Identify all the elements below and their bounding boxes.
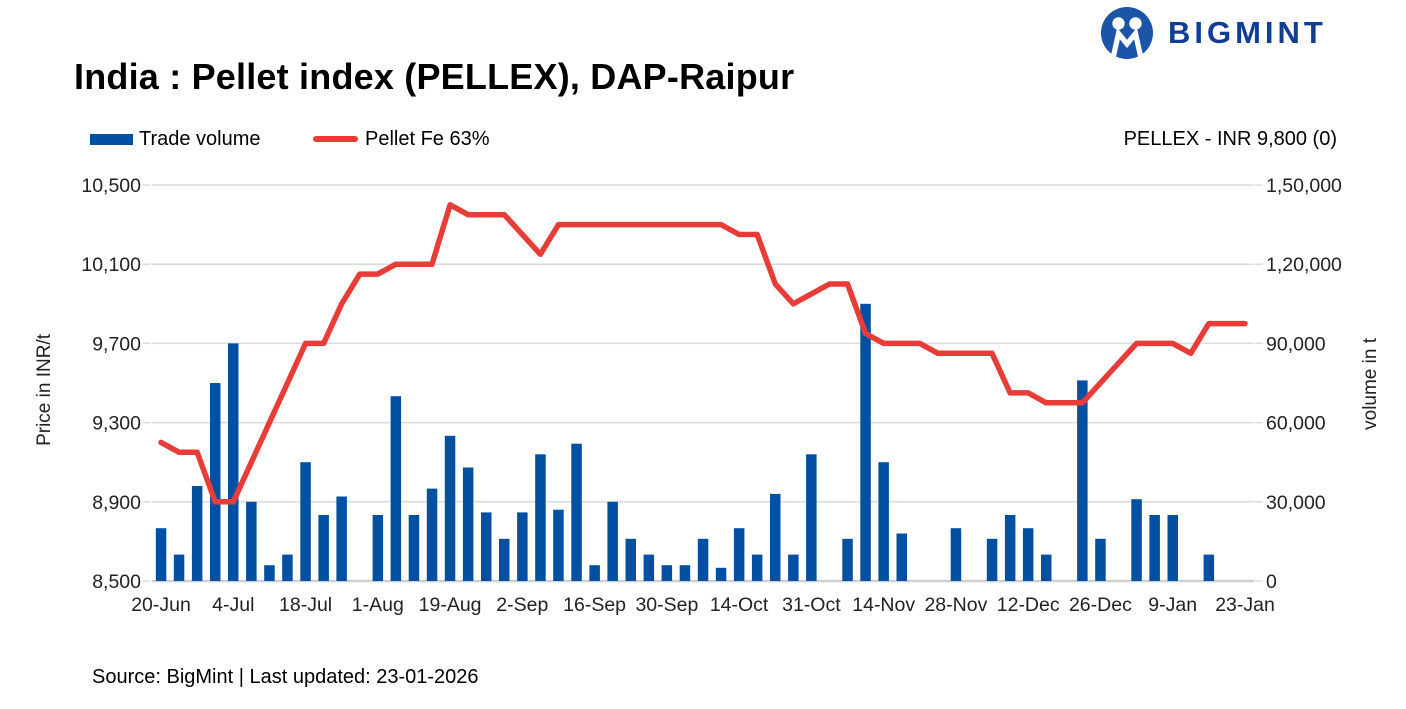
y-axis-label-left: 9,700 (92, 333, 141, 355)
volume-bar (1203, 554, 1215, 581)
y-axis-label-right: 30,000 (1266, 492, 1326, 514)
volume-bar (499, 538, 510, 581)
x-axis-label: 28-Nov (924, 594, 987, 616)
x-axis-label: 18-Jul (279, 594, 332, 616)
x-axis-label: 2-Sep (496, 594, 548, 616)
volume-bar (1131, 499, 1142, 581)
y-axis-label-left: 9,300 (92, 413, 141, 435)
volume-bar (661, 565, 673, 581)
volume-bar (155, 528, 167, 581)
volume-bar (643, 554, 655, 581)
x-axis-label: 4-Jul (212, 594, 254, 616)
volume-bar (462, 467, 474, 581)
volume-bar (625, 538, 636, 581)
volume-bar (1077, 380, 1088, 581)
volume-bar (607, 501, 618, 581)
x-axis-label: 16-Sep (563, 594, 626, 616)
volume-bar (733, 528, 745, 581)
volume-bar (679, 565, 691, 581)
volume-bar (1095, 538, 1106, 581)
volume-bar (806, 454, 817, 581)
volume-bar (481, 512, 492, 581)
volume-bar (571, 443, 582, 581)
volume-bar (210, 383, 221, 581)
volume-bar (842, 538, 853, 581)
volume-bar (264, 565, 275, 581)
volume-bar (697, 538, 709, 581)
x-axis-label: 31-Oct (782, 594, 841, 616)
volume-bar (770, 493, 781, 581)
x-axis-label: 14-Nov (852, 594, 915, 616)
page-title: India : Pellet index (PELLEX), DAP-Raipu… (74, 56, 795, 97)
volume-bar (300, 462, 311, 581)
y-axis-label-left: 10,500 (81, 175, 141, 197)
x-axis-label: 19-Aug (419, 594, 482, 616)
volume-bar (318, 515, 329, 581)
x-axis-label: 30-Sep (635, 594, 698, 616)
volume-bar (444, 435, 456, 581)
volume-bar (372, 515, 384, 581)
trade-volume-label: Trade volume (139, 128, 261, 150)
x-axis-label: 1-Aug (352, 594, 404, 616)
y-axis-label-right: 1,50,000 (1266, 175, 1342, 197)
volume-bar (246, 501, 257, 581)
x-axis-label: 20-Jun (131, 594, 191, 616)
y-axis-label-right: 1,20,000 (1266, 254, 1342, 276)
volume-bar (788, 554, 799, 581)
volume-bar (896, 533, 907, 581)
y-axis-label-left: 10,100 (81, 254, 141, 276)
volume-bar (390, 396, 402, 581)
price-line (158, 202, 1248, 505)
x-axis-label: 23-Jan (1215, 594, 1275, 616)
bigmint-logo: BIGMINT (1100, 6, 1327, 60)
y-axis-label-left: 8,500 (92, 571, 141, 593)
volume-bar (1149, 515, 1160, 581)
volume-bar (1167, 515, 1178, 581)
pellet-fe-line-swatch (313, 136, 358, 142)
trade-volume-swatch (90, 134, 133, 145)
volume-bar (1041, 554, 1052, 581)
volume-bar (950, 528, 962, 581)
volume-bar (535, 454, 546, 581)
pellet-fe-label: Pellet Fe 63% (365, 128, 490, 150)
y-axis-label-right: 0 (1266, 571, 1277, 593)
volume-bar (426, 488, 438, 581)
volume-bar (878, 462, 889, 581)
volume-bar (228, 343, 239, 581)
volume-bar (1022, 528, 1034, 581)
source-note: Source: BigMint | Last updated: 23-01-20… (92, 666, 479, 688)
volume-bar (408, 515, 420, 581)
volume-bar (282, 554, 293, 581)
volume-bar (553, 509, 564, 581)
bigmint-logo-icon (1101, 7, 1153, 59)
logo-head-right (1129, 17, 1142, 30)
volume-bar (860, 303, 871, 581)
volume-bar (751, 554, 763, 581)
bigmint-wordmark: BIGMINT (1168, 15, 1327, 50)
x-axis-label: 12-Dec (997, 594, 1060, 616)
x-axis-label: 9-Jan (1148, 594, 1197, 616)
y-axis-label-left: 8,900 (92, 492, 141, 514)
x-axis-label: 26-Dec (1069, 594, 1132, 616)
logo-head-left (1112, 17, 1125, 30)
volume-bar (589, 565, 600, 581)
logo-m-shape (1110, 27, 1144, 59)
volume-bar (336, 496, 347, 581)
volume-bar (517, 512, 528, 581)
pellex-current-value: PELLEX - INR 9,800 (0) (1123, 128, 1337, 150)
y-axis-label-right: 90,000 (1266, 333, 1326, 355)
y-axis-label-right: 60,000 (1266, 413, 1326, 435)
volume-bar (715, 567, 727, 581)
volume-bar (191, 486, 203, 581)
volume-bar (1004, 515, 1016, 581)
volume-bar (986, 538, 998, 581)
x-axis-label: 14-Oct (710, 594, 769, 616)
volume-bar (173, 554, 185, 581)
